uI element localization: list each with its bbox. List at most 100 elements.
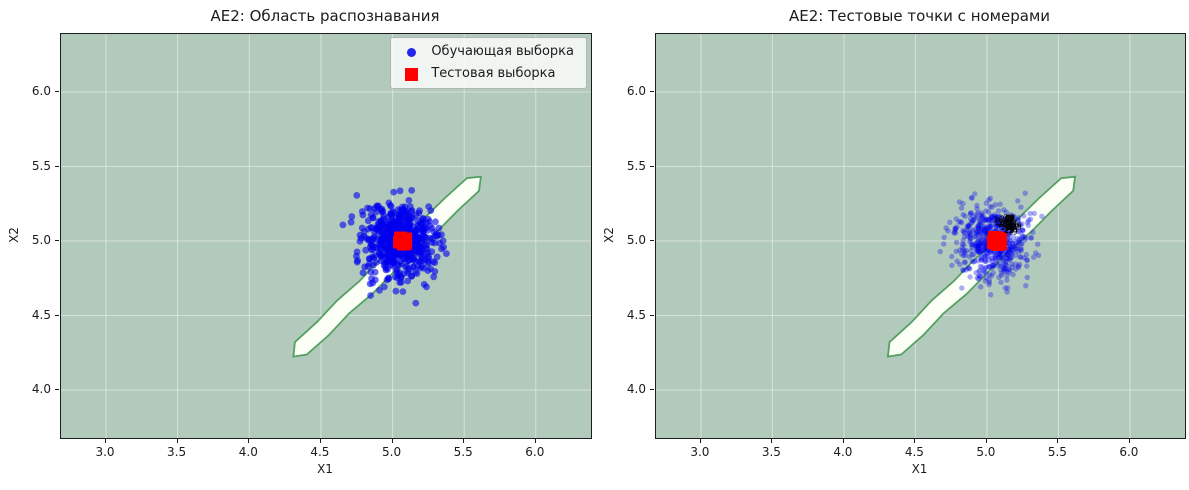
training-point: [399, 244, 407, 252]
training-point: [434, 231, 442, 239]
training-point: [958, 219, 964, 225]
training-point: [1004, 251, 1010, 258]
training-point: [957, 261, 963, 267]
training-point: [1004, 257, 1010, 264]
point-number-label: 25: [1005, 218, 1015, 227]
point-number-label: 4: [1008, 220, 1013, 229]
training-point: [432, 230, 440, 238]
point-number-label: 6: [1011, 221, 1016, 230]
training-point: [998, 240, 1005, 246]
training-point: [403, 245, 411, 253]
training-point: [402, 249, 410, 257]
training-point: [987, 249, 993, 255]
training-point: [975, 244, 982, 250]
training-point: [996, 248, 1002, 255]
training-point: [377, 224, 385, 232]
training-point: [396, 221, 404, 229]
training-point: [1016, 228, 1022, 234]
x-tick-label: 6.0: [1119, 445, 1139, 459]
training-point: [390, 188, 398, 196]
training-point: [993, 215, 999, 221]
training-point: [390, 250, 398, 258]
training-point: [1016, 236, 1022, 242]
training-point: [386, 248, 394, 256]
training-point: [394, 223, 402, 231]
training-point: [991, 243, 998, 250]
training-point: [408, 240, 415, 247]
training-point: [995, 213, 1002, 220]
training-point: [999, 236, 1005, 242]
training-point: [994, 231, 1000, 237]
training-point: [978, 220, 984, 226]
training-point: [395, 240, 402, 248]
training-point: [979, 225, 985, 231]
training-point: [1008, 246, 1014, 252]
training-point: [960, 227, 966, 234]
training-point: [395, 227, 403, 235]
training-point: [989, 258, 996, 264]
training-point: [384, 239, 392, 247]
training-point: [998, 272, 1005, 278]
legend-entry-training: Обучающая выборка: [403, 43, 574, 61]
training-point: [967, 210, 974, 216]
training-point: [996, 231, 1003, 237]
training-point: [364, 225, 372, 233]
training-point: [988, 273, 994, 279]
training-point: [998, 267, 1004, 273]
training-point: [1005, 232, 1011, 239]
training-point: [975, 238, 981, 245]
training-point: [962, 252, 968, 259]
training-point: [397, 206, 405, 214]
training-point: [937, 248, 943, 255]
training-point: [367, 241, 375, 249]
training-point: [1025, 222, 1031, 228]
training-point: [404, 239, 412, 247]
training-point: [390, 230, 398, 238]
training-point: [433, 233, 441, 240]
training-point: [985, 217, 992, 224]
training-point: [394, 274, 401, 282]
training-point: [410, 263, 417, 271]
training-point: [380, 230, 388, 238]
training-point: [1013, 240, 1020, 246]
training-point: [995, 223, 1002, 229]
training-point: [389, 234, 397, 242]
training-point: [407, 245, 415, 252]
point-number-label: 9: [1008, 215, 1013, 224]
training-point: [418, 262, 426, 270]
training-point: [404, 248, 412, 256]
training-point: [394, 244, 401, 252]
training-point: [405, 265, 413, 273]
training-point: [984, 247, 990, 253]
training-point: [385, 274, 392, 282]
training-point: [976, 223, 982, 229]
training-point: [1022, 237, 1028, 243]
training-point: [1014, 235, 1021, 242]
training-point: [418, 248, 426, 255]
training-point: [378, 239, 386, 247]
training-point: [995, 241, 1001, 248]
training-point: [975, 225, 981, 231]
training-point: [1004, 240, 1010, 247]
training-point: [989, 204, 995, 210]
training-point: [977, 216, 983, 222]
training-point: [387, 209, 395, 217]
training-point: [962, 259, 968, 265]
training-point: [383, 276, 391, 284]
training-point: [989, 231, 995, 237]
training-point: [978, 257, 984, 263]
training-point: [997, 250, 1003, 257]
training-point: [977, 234, 983, 240]
training-point: [424, 215, 432, 223]
training-point: [1004, 254, 1010, 261]
y-tick-mark: [55, 91, 59, 92]
training-point: [968, 195, 975, 201]
y-tick-label: 6.0: [626, 84, 646, 98]
training-point: [387, 227, 394, 235]
training-point: [390, 258, 398, 266]
training-point: [973, 243, 980, 249]
training-point: [952, 226, 959, 232]
training-point: [963, 247, 969, 254]
training-point: [1019, 241, 1025, 247]
training-point: [984, 237, 990, 243]
